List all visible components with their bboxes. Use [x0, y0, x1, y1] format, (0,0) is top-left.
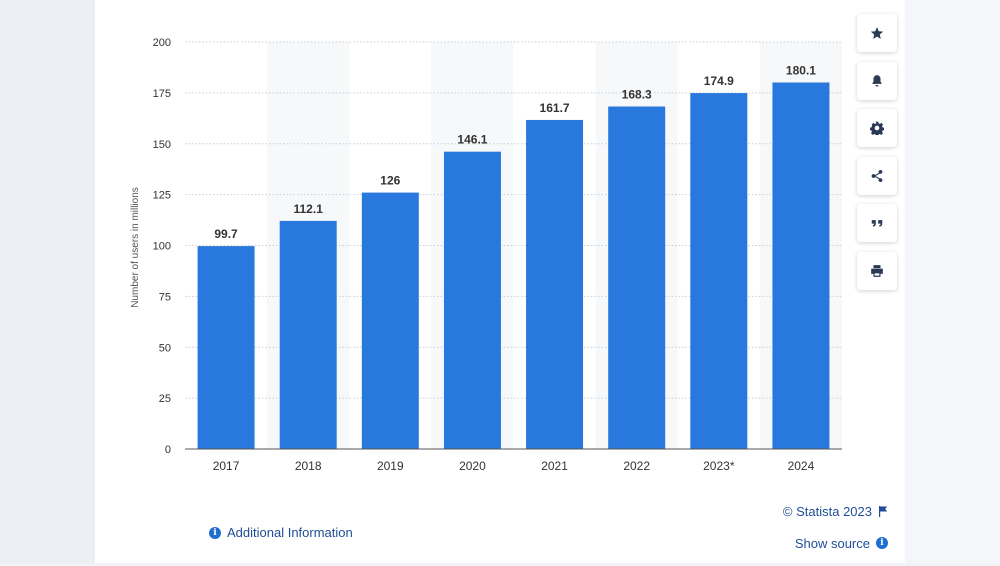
chart-toolbar	[857, 14, 899, 299]
y-tick-label: 25	[159, 393, 171, 405]
print-button[interactable]	[857, 251, 897, 290]
y-tick-label: 175	[153, 88, 171, 100]
bar	[279, 220, 337, 449]
data-label: 161.7	[540, 101, 570, 115]
additional-information-label: Additional Information	[227, 525, 353, 540]
data-label: 112.1	[294, 202, 324, 216]
bar	[526, 119, 584, 450]
y-axis-title: Number of users in millions	[130, 187, 141, 308]
x-tick-label: 2023*	[703, 459, 735, 473]
y-tick-label: 50	[159, 342, 171, 354]
cite-button[interactable]	[857, 204, 897, 242]
data-label: 126	[380, 174, 400, 188]
bar	[608, 106, 666, 450]
copyright-row: © Statista 2023	[783, 502, 888, 520]
x-tick-label: 2020	[459, 459, 486, 473]
x-tick-label: 2017	[213, 459, 240, 473]
gear-icon	[870, 121, 884, 135]
share-icon	[871, 169, 883, 182]
flag-icon[interactable]	[878, 505, 888, 517]
chart-footer: © Statista 2023 Show source i	[783, 502, 888, 566]
bar	[443, 151, 501, 449]
bar	[772, 82, 830, 450]
y-tick-label: 75	[159, 291, 171, 303]
y-tick-label: 125	[153, 190, 171, 202]
x-tick-label: 2024	[788, 459, 815, 473]
y-tick-label: 100	[153, 241, 171, 253]
print-icon	[871, 264, 883, 277]
bar	[690, 93, 748, 450]
y-tick-label: 150	[153, 139, 171, 151]
additional-information-link[interactable]: i Additional Information	[209, 525, 353, 540]
page-background-right	[905, 0, 1000, 563]
chart-card: 0 25 50 75 100 125 150 175 200 99.7 2017 112.1 2018 1…	[95, 0, 905, 563]
star-icon	[870, 27, 884, 39]
x-tick-label: 2018	[295, 459, 322, 473]
y-tick-label: 0	[165, 444, 171, 456]
data-label: 168.3	[622, 88, 652, 102]
quote-icon	[871, 220, 883, 227]
share-button[interactable]	[857, 156, 897, 195]
show-source-label: Show source	[794, 535, 870, 551]
copyright-text: © Statista 2023	[782, 503, 872, 519]
favorite-button[interactable]	[857, 14, 897, 52]
info-icon: i	[876, 537, 888, 549]
data-label: 180.1	[786, 63, 816, 77]
data-label: 99.7	[214, 227, 238, 241]
y-tick-label: 200	[153, 37, 171, 49]
x-tick-label: 2022	[623, 459, 650, 473]
data-label: 146.1	[457, 133, 487, 147]
x-tick-label: 2021	[541, 459, 568, 473]
notification-button[interactable]	[857, 61, 897, 100]
bar-chart: 0 25 50 75 100 125 150 175 200 99.7 2017 112.1 2018 1…	[130, 37, 842, 473]
bar	[197, 246, 255, 449]
data-label: 174.9	[704, 74, 734, 88]
page-background-left	[0, 0, 95, 563]
bell-icon	[872, 74, 882, 87]
show-source-link[interactable]: Show source i	[783, 534, 888, 552]
x-tick-label: 2019	[377, 459, 404, 473]
bar	[361, 192, 419, 449]
settings-button[interactable]	[857, 109, 897, 147]
info-icon: i	[209, 526, 221, 539]
